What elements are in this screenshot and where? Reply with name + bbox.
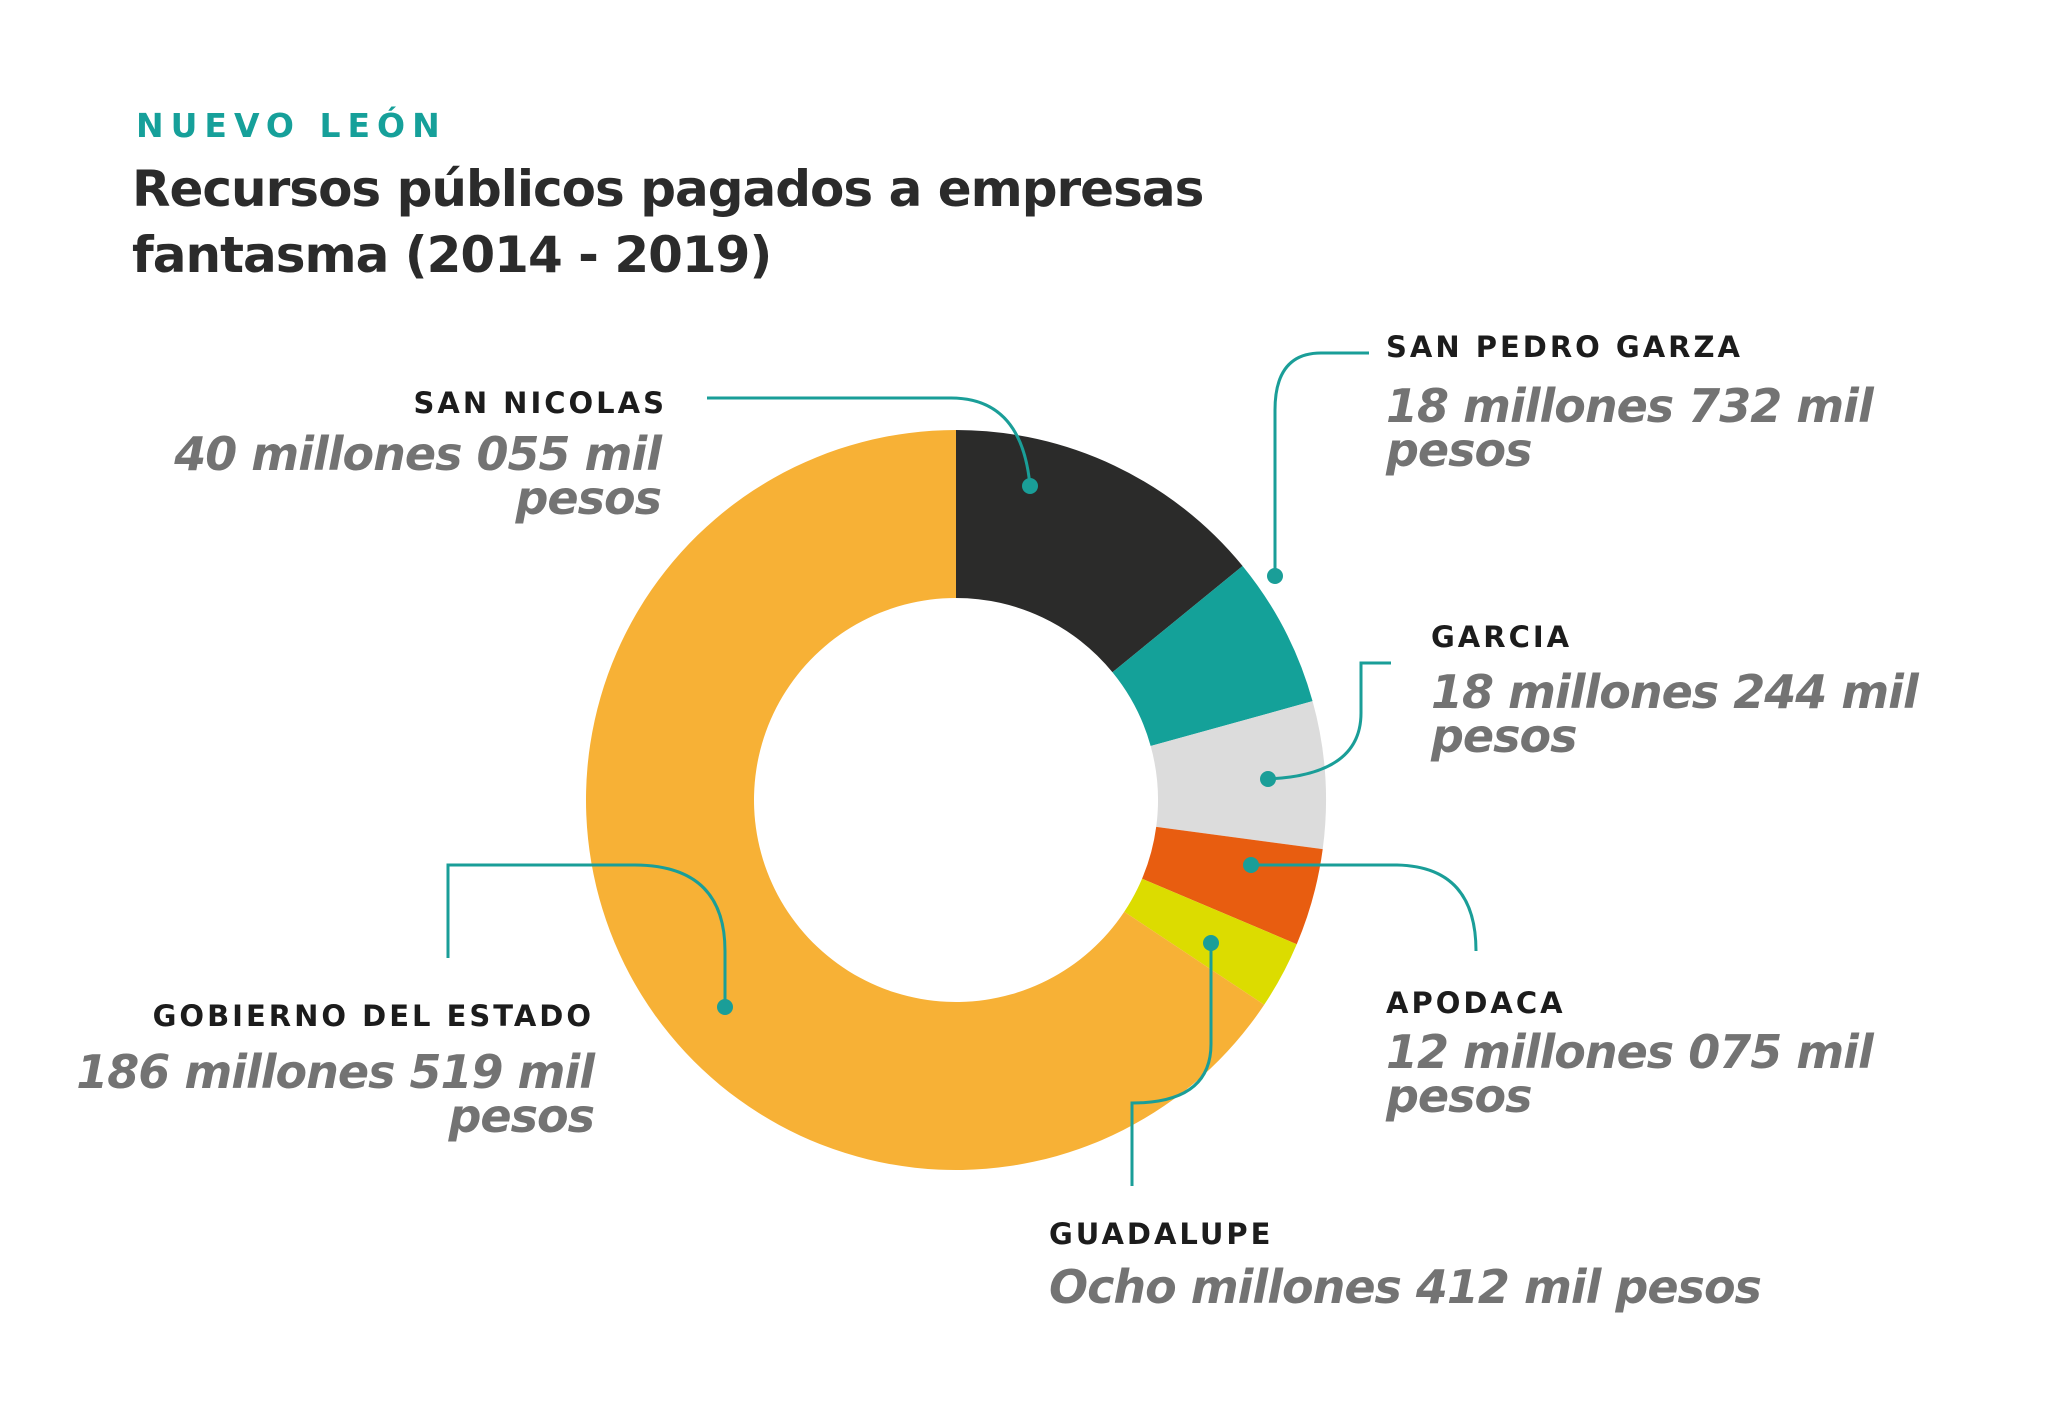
slice-apodaca [1142, 826, 1323, 945]
value-line: 186 millones 519 mil [76, 1045, 595, 1099]
value-san-pedro: 18 millones 732 mil pesos [1386, 379, 1874, 477]
value-line: pesos [448, 1089, 595, 1143]
leader-guadalupe [1130, 943, 1213, 1186]
kicker: NUEVO LEÓN [136, 106, 447, 145]
value-san-nicolas: 40 millones 055 mil pesos [174, 427, 662, 525]
label-san-pedro: SAN PEDRO GARZA [1386, 330, 1743, 364]
value-line: pesos [1431, 709, 1577, 763]
value-line: pesos [515, 471, 662, 525]
label-guadalupe: GUADALUPE [1049, 1217, 1274, 1251]
leader-dot-san-nicolas [1022, 478, 1038, 494]
leader-dot-san-pedro [1267, 568, 1283, 584]
label-gobierno-del-estado: GOBIERNO DEL ESTADO [152, 999, 594, 1033]
value-line: pesos [1386, 1069, 1532, 1123]
slice-garcia [1150, 701, 1326, 850]
leader-san-nicolas [707, 396, 1032, 487]
leader-gobierno [446, 863, 727, 1007]
value-apodaca: 12 millones 075 mil pesos [1386, 1025, 1874, 1123]
leader-garcia [1267, 661, 1391, 781]
chart-title: Recursos públicos pagados a empresas fan… [132, 156, 1204, 288]
leader-dot-gobierno [717, 999, 733, 1015]
slice-gobierno-del-estado [585, 430, 1265, 1170]
leader-dot-apodaca [1243, 857, 1259, 873]
title-line-2: fantasma (2014 - 2019) [132, 226, 772, 284]
value-line: pesos [1386, 423, 1532, 477]
label-garcia: GARCIA [1431, 620, 1573, 654]
leader-apodaca [1251, 863, 1478, 952]
value-line: 12 millones 075 mil [1386, 1025, 1874, 1079]
label-san-nicolas: SAN NICOLAS [413, 386, 667, 420]
value-line: 18 millones 244 mil [1431, 665, 1919, 719]
label-apodaca: APODACA [1386, 986, 1566, 1020]
value-garcia: 18 millones 244 mil pesos [1431, 665, 1919, 763]
leader-san-pedro [1273, 351, 1369, 576]
title-line-1: Recursos públicos pagados a empresas [132, 160, 1204, 218]
value-line: 40 millones 055 mil [174, 427, 662, 481]
slice-san-pedro-garza [1112, 565, 1313, 747]
leader-dot-guadalupe [1203, 935, 1219, 951]
value-gobierno-del-estado: 186 millones 519 mil pesos [76, 1045, 595, 1143]
value-guadalupe: Ocho millones 412 mil pesos [1049, 1260, 1762, 1314]
value-line: 18 millones 732 mil [1386, 379, 1874, 433]
leader-dot-garcia [1260, 771, 1276, 787]
